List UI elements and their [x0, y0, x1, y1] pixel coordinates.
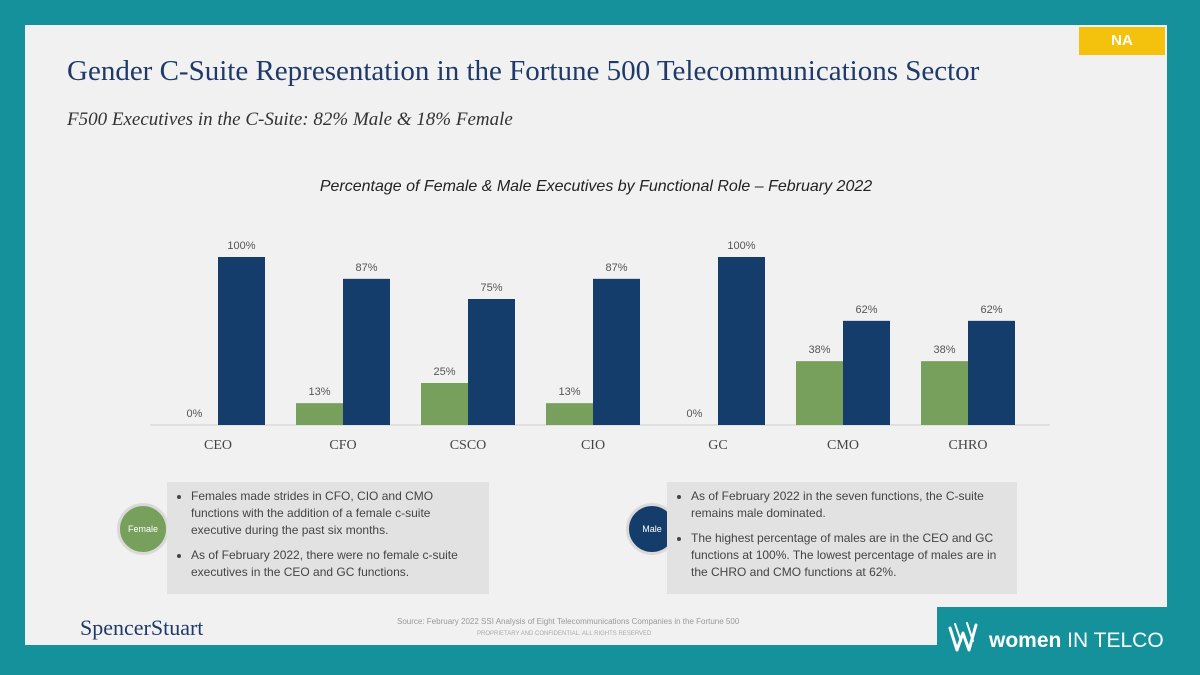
female-value-label-chro: 38% [933, 344, 955, 356]
male-bar-gc [718, 257, 765, 425]
male-value-label-ceo: 100% [227, 240, 255, 252]
wit-wordmark: women IN TELCO [989, 629, 1164, 653]
women-in-telco-logo: women IN TELCO [937, 607, 1170, 668]
male-value-label-csco: 75% [480, 282, 502, 294]
female-value-label-cfo: 13% [308, 386, 330, 398]
slide: NA Gender C-Suite Representation in the … [25, 25, 1167, 645]
male-bar-chro [968, 320, 1015, 425]
female-notes-box: Females made strides in CFO, CIO and CMO… [167, 482, 489, 594]
x-tick-label-chro: CHRO [949, 438, 988, 453]
female-note: As of February 2022, there were no femal… [191, 547, 477, 581]
male-value-label-chro: 62% [980, 304, 1002, 316]
male-value-label-cmo: 62% [855, 304, 877, 316]
male-notes-list: As of February 2022 in the seven functio… [667, 482, 1017, 587]
x-tick-label-csco: CSCO [450, 438, 487, 453]
slide-subtitle: F500 Executives in the C-Suite: 82% Male… [67, 109, 513, 130]
female-value-label-cmo: 38% [808, 344, 830, 356]
male-bar-cmo [843, 320, 890, 425]
female-note: Females made strides in CFO, CIO and CMO… [191, 488, 477, 539]
female-value-label-csco: 25% [433, 366, 455, 378]
spencerstuart-logo: SpencerStuart [80, 615, 204, 640]
wit-wordmark-strong: women [989, 629, 1062, 652]
chart-title: Percentage of Female & Male Executives b… [319, 178, 873, 195]
female-notes-list: Females made strides in CFO, CIO and CMO… [167, 482, 489, 587]
female-bar-cio [546, 403, 593, 425]
male-bar-cio [593, 278, 640, 425]
female-bar-cmo [796, 361, 843, 425]
female-bar-csco [421, 383, 468, 425]
male-value-label-cio: 87% [605, 262, 627, 274]
x-tick-label-ceo: CEO [204, 438, 232, 453]
male-bar-cfo [343, 278, 390, 425]
x-tick-label-cmo: CMO [827, 438, 859, 453]
x-tick-label-cio: CIO [581, 438, 605, 453]
female-value-label-cio: 13% [558, 386, 580, 398]
female-bar-chro [921, 361, 968, 425]
wit-mark-icon [948, 622, 978, 652]
female-value-label-ceo: 0% [187, 408, 203, 420]
x-tick-label-gc: GC [708, 438, 727, 453]
male-bar-csco [468, 299, 515, 425]
male-notes-box: As of February 2022 in the seven functio… [667, 482, 1017, 594]
male-value-label-gc: 100% [727, 240, 755, 252]
female-bar-cfo [296, 403, 343, 425]
male-bar-ceo [218, 257, 265, 425]
female-circle-label: Female [127, 524, 158, 534]
bar-chart: 0% 100% CEO 13% 87% CFO 25% 75% CSCO 13% 87% CIO 0% 1… [150, 240, 1050, 453]
wit-wordmark-rest: IN TELCO [1061, 629, 1164, 652]
region-badge: NA [1079, 27, 1165, 55]
male-note: As of February 2022 in the seven functio… [691, 488, 1005, 522]
male-circle-label: Male [642, 524, 662, 534]
x-tick-label-cfo: CFO [329, 438, 356, 453]
female-circle-icon: Female [117, 503, 169, 555]
source-note: Source: February 2022 SSI Analysis of Ei… [397, 617, 740, 626]
slide-title: Gender C-Suite Representation in the For… [67, 55, 980, 87]
confidential-note: PROPRIETARY AND CONFIDENTIAL. ALL RIGHTS… [477, 631, 652, 637]
female-value-label-gc: 0% [687, 408, 703, 420]
male-note: The highest percentage of males are in t… [691, 530, 1005, 581]
male-value-label-cfo: 87% [355, 262, 377, 274]
